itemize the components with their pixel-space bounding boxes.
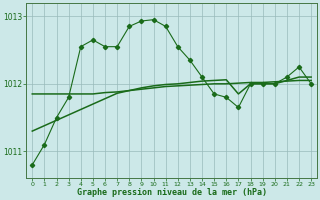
X-axis label: Graphe pression niveau de la mer (hPa): Graphe pression niveau de la mer (hPa) <box>77 188 267 197</box>
